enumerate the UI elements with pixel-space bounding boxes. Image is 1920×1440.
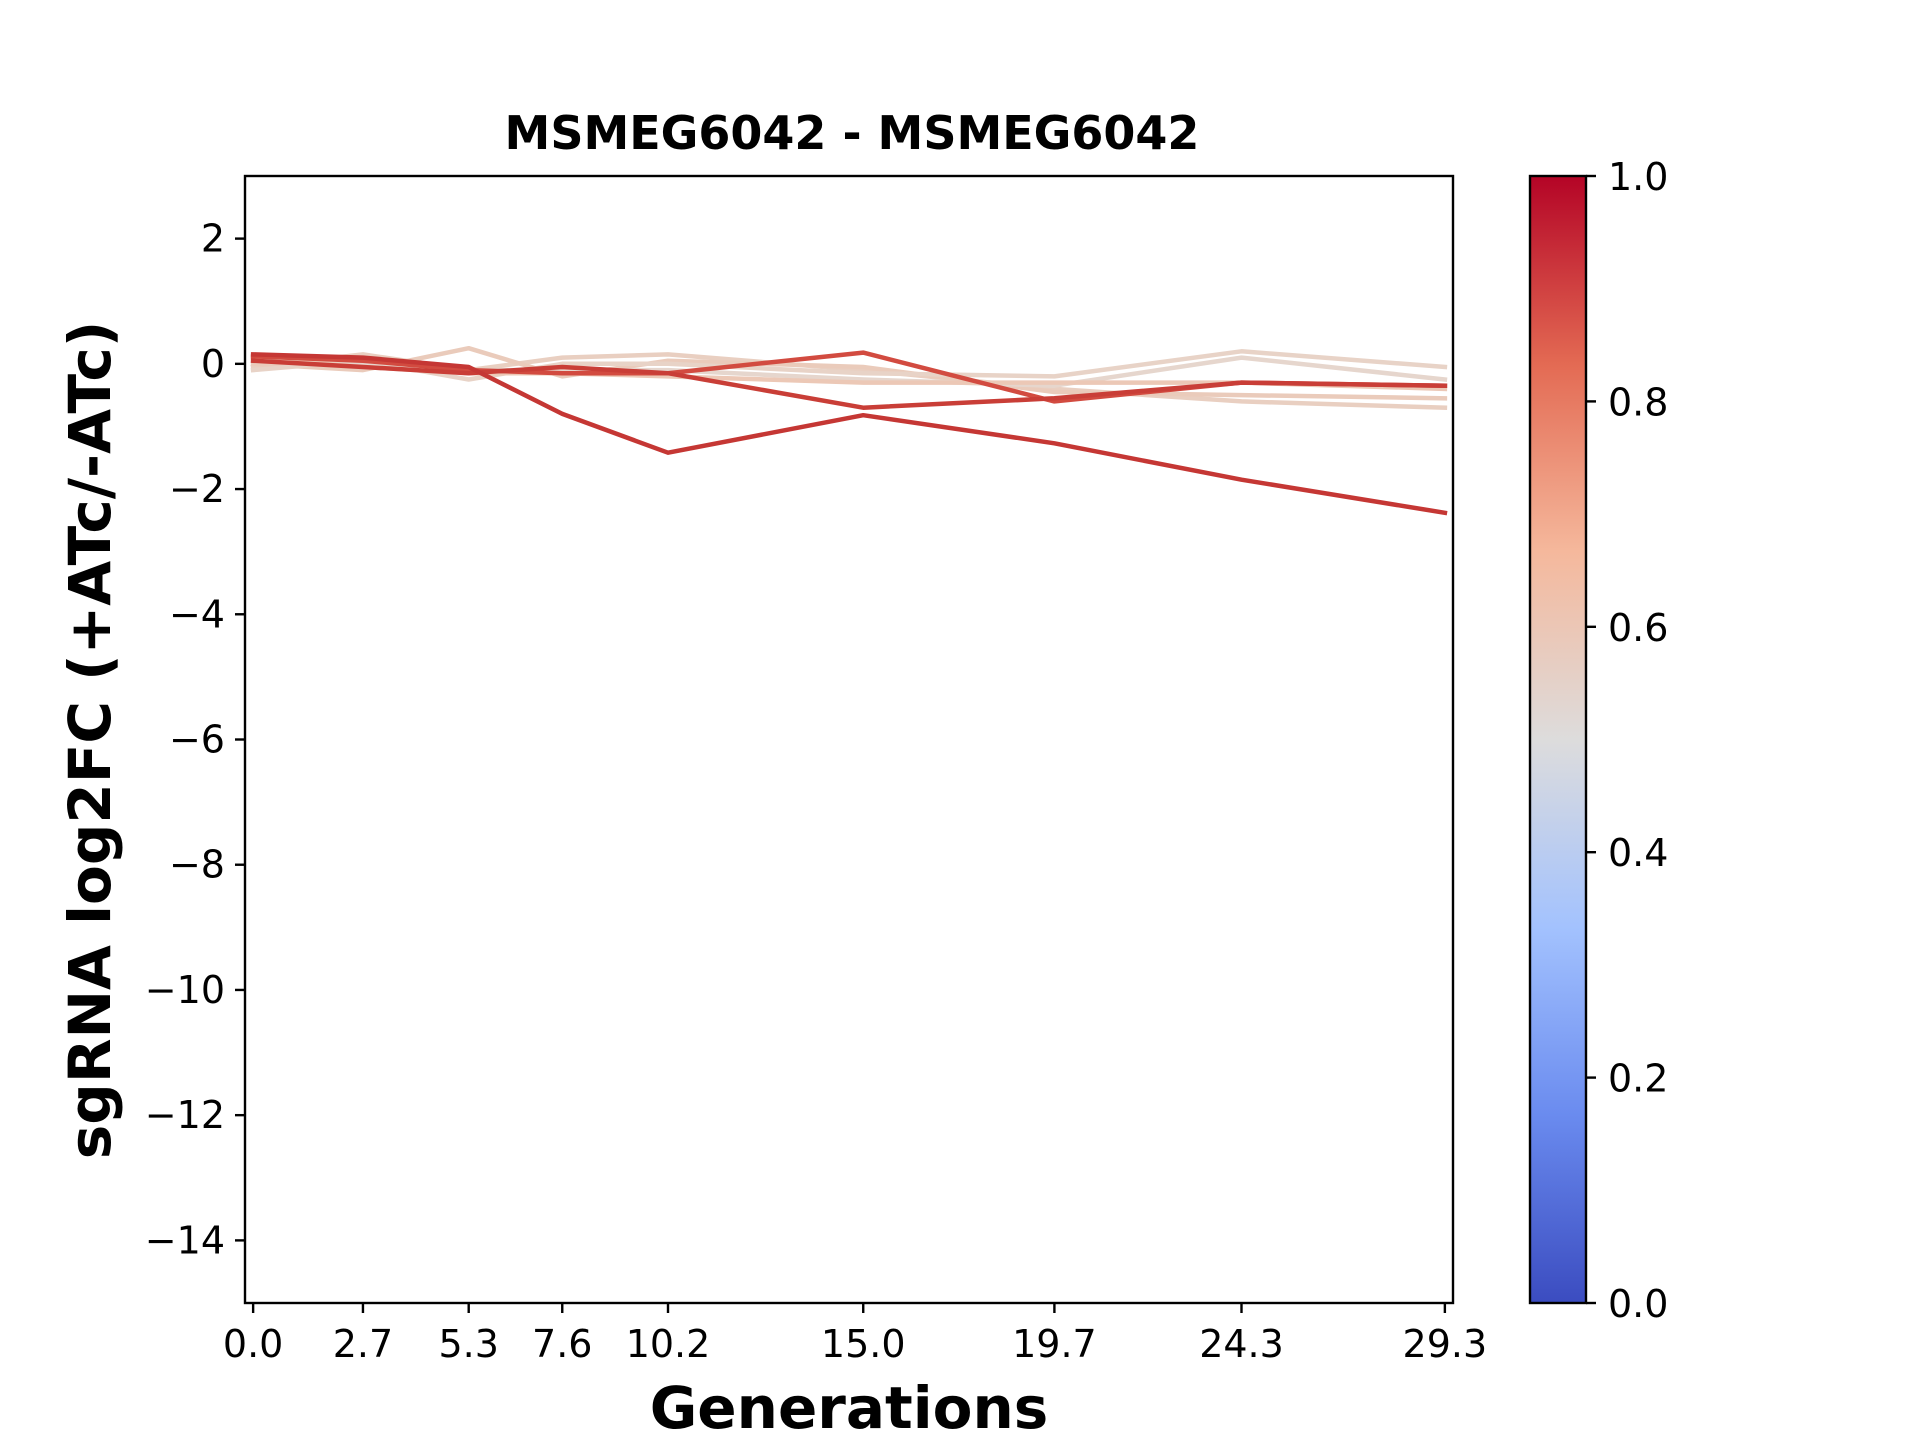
colorbar-fill xyxy=(1530,176,1586,1303)
x-tick-label: 29.3 xyxy=(1403,1322,1488,1366)
y-tick-label: −10 xyxy=(145,968,225,1012)
colorbar-ticks: 0.0 0.2 0.4 0.6 0.8 1.0 xyxy=(1586,155,1668,1326)
y-tick-label: −14 xyxy=(145,1218,225,1262)
series-layer xyxy=(250,345,1448,516)
y-tick-label: 0 xyxy=(201,342,225,386)
y-tick-label: −8 xyxy=(169,843,225,887)
colorbar-tick-label: 1.0 xyxy=(1608,155,1668,199)
x-tick-label: 2.7 xyxy=(333,1322,393,1366)
x-tick-label: 24.3 xyxy=(1199,1322,1284,1366)
colorbar-tick-label: 0.8 xyxy=(1608,380,1668,424)
x-tick-label: 0.0 xyxy=(223,1322,283,1366)
x-tick-label: 15.0 xyxy=(821,1322,906,1366)
colorbar-tick-label: 0.2 xyxy=(1608,1057,1668,1101)
colorbar-tick-label: 0.4 xyxy=(1608,831,1668,875)
y-tick-label: −4 xyxy=(169,592,225,636)
y-axis: 2 0 −2 −4 −6 −8 −10 −12 −14 xyxy=(145,217,245,1262)
series-line-7 xyxy=(250,358,1448,410)
x-tick-label: 5.3 xyxy=(438,1322,498,1366)
colorbar-tick-label: 0.6 xyxy=(1608,606,1668,650)
chart-title: MSMEG6042 - MSMEG6042 xyxy=(505,106,1200,160)
x-tick-label: 7.6 xyxy=(532,1322,592,1366)
colorbar-frame xyxy=(1528,174,1588,1305)
series-line-8 xyxy=(250,352,1448,516)
x-tick-label: 10.2 xyxy=(626,1322,711,1366)
y-tick-label: 2 xyxy=(201,217,225,261)
x-tick-label: 19.7 xyxy=(1012,1322,1097,1366)
plot-frame xyxy=(243,174,1455,1305)
y-tick-label: −12 xyxy=(145,1093,225,1137)
y-tick-label: −2 xyxy=(169,467,225,511)
x-axis: 0.0 2.7 5.3 7.6 10.2 15.0 19.7 24.3 29.3 xyxy=(223,1303,1487,1366)
colorbar-tick-label: 0.0 xyxy=(1608,1282,1668,1326)
colorbar: 0.0 0.2 0.4 0.6 0.8 1.0 xyxy=(1528,155,1668,1326)
x-axis-title: Generations xyxy=(650,1374,1049,1440)
y-axis-title: sgRNA log2FC (+ATc/-ATc) xyxy=(56,321,124,1159)
y-tick-label: −6 xyxy=(169,718,225,762)
